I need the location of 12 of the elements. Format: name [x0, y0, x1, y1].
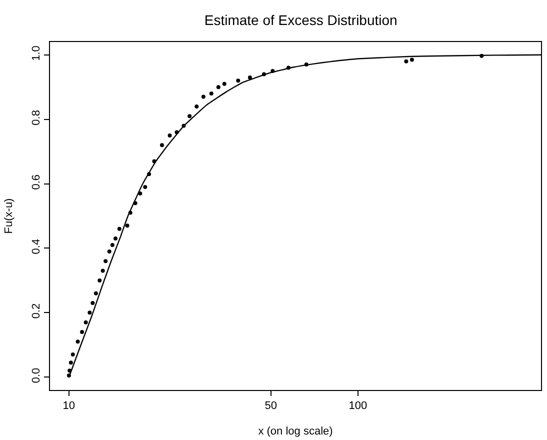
y-tick-label: 0.6 [30, 174, 43, 190]
chart-title: Estimate of Excess Distribution [204, 12, 398, 28]
x-tick-label: 10 [62, 400, 76, 412]
y-tick-label: 0.0 [30, 368, 43, 384]
y-tick-label: 0.8 [30, 110, 43, 126]
y-tick-label: 1.0 [30, 46, 43, 61]
x-tick-label: 50 [264, 400, 278, 412]
y-tick-label: 0.2 [30, 303, 43, 319]
y-tick-label: 0.4 [30, 238, 43, 254]
x-axis-title: x (on log scale) [258, 425, 333, 438]
y-axis-title: Fu(x-u) [3, 198, 16, 234]
x-tick-label: 100 [348, 400, 368, 412]
